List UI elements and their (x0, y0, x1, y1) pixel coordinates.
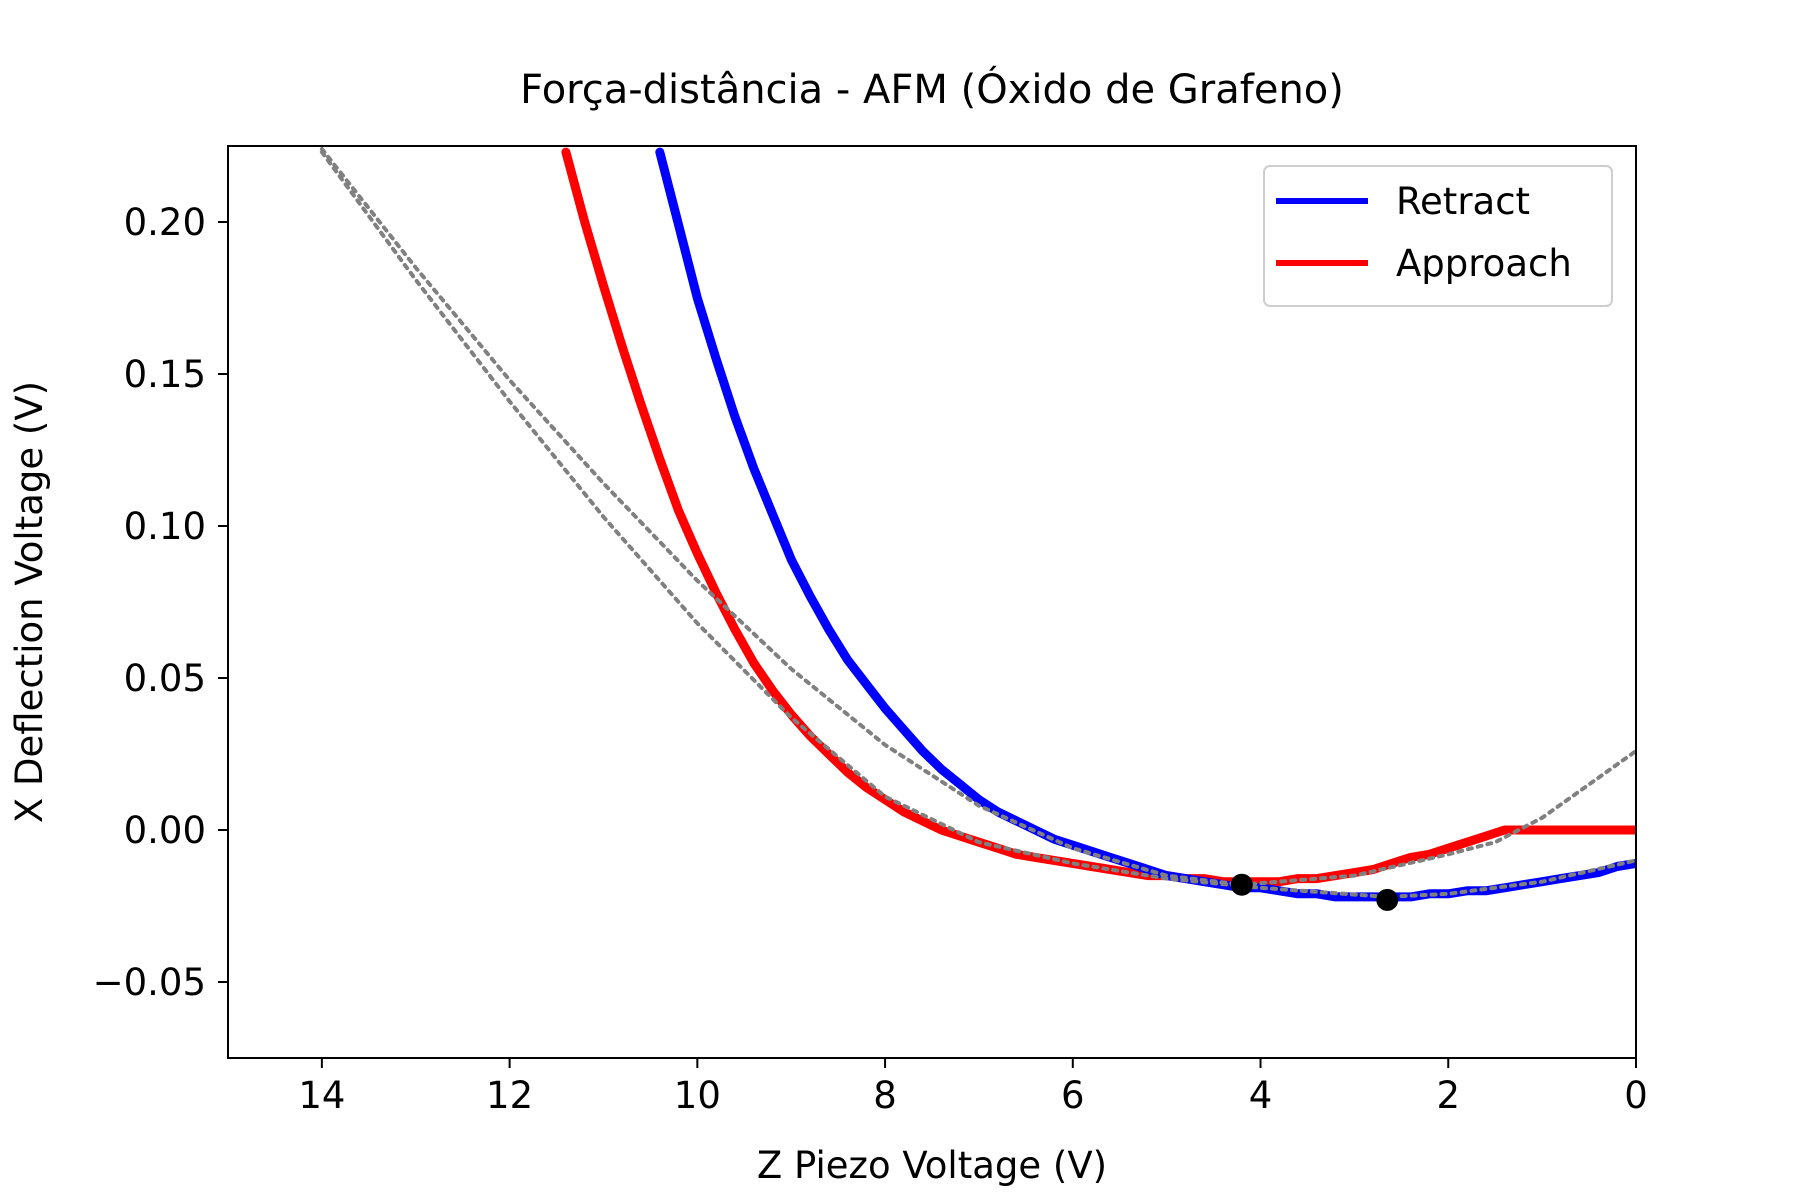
x-tick-label: 10 (674, 1074, 721, 1117)
marker-point-1 (1230, 873, 1253, 896)
fit-curve-2 (319, 150, 1636, 899)
y-axis-label: X Deflection Voltage (V) (8, 381, 51, 823)
y-tick-label: 0.15 (124, 353, 206, 396)
plot-frame (227, 145, 1637, 1059)
x-tick-label: 12 (486, 1074, 533, 1117)
y-tick-label: 0.20 (124, 201, 206, 244)
x-tick-label: 6 (1061, 1074, 1085, 1117)
y-tick-label: 0.10 (124, 505, 206, 548)
legend-label-retract: Retract (1396, 180, 1530, 223)
legend-label-approach: Approach (1396, 242, 1572, 285)
x-tick-label: 14 (298, 1074, 345, 1117)
y-tick-label: 0.05 (124, 657, 206, 700)
fit-curve-1 (319, 147, 1636, 887)
chart-title: Força-distância - AFM (Óxido de Grafeno) (520, 65, 1344, 113)
legend: Retract Approach (1263, 165, 1613, 307)
x-tick-label: 2 (1436, 1074, 1460, 1117)
x-tick-label: 0 (1624, 1074, 1648, 1117)
marker-point-2 (1376, 888, 1399, 911)
x-axis: 14 12 10 8 6 4 2 0 (298, 1058, 1648, 1117)
series-line-approach (561, 147, 1636, 887)
x-axis-label: Z Piezo Voltage (V) (757, 1144, 1107, 1187)
series-layer (319, 147, 1636, 902)
marker-layer (1230, 873, 1399, 911)
x-tick-label: 8 (873, 1074, 897, 1117)
y-tick-label: −0.05 (93, 961, 206, 1004)
y-tick-label: 0.00 (124, 809, 206, 852)
y-axis: 0.20 0.15 0.10 0.05 0.00 −0.05 (93, 201, 228, 1004)
x-tick-label: 4 (1249, 1074, 1273, 1117)
